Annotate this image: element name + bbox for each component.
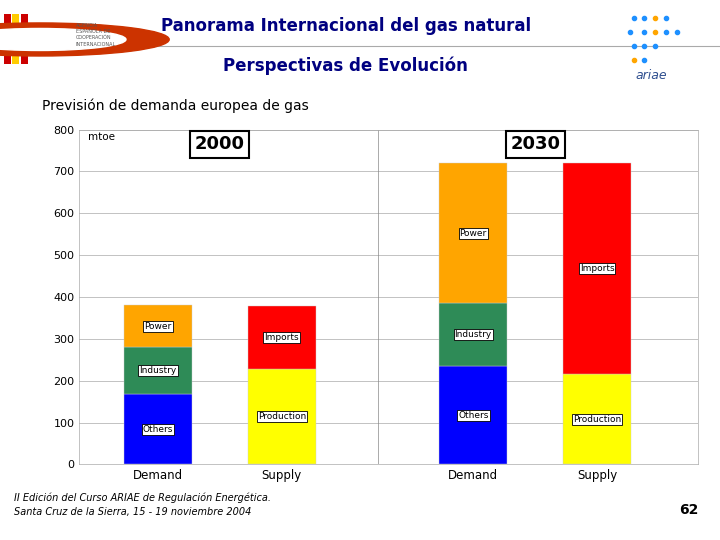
Text: Production: Production: [573, 415, 621, 424]
Text: Power: Power: [459, 228, 487, 238]
Text: Panorama Internacional del gas natural: Panorama Internacional del gas natural: [161, 17, 531, 35]
Bar: [125, 394, 192, 464]
Bar: [439, 163, 507, 303]
Bar: [439, 303, 507, 366]
Bar: [248, 306, 315, 369]
Circle shape: [0, 29, 126, 51]
Text: 62: 62: [679, 503, 698, 517]
Text: 2000: 2000: [195, 135, 245, 153]
Text: Perspectivas de Evolución: Perspectivas de Evolución: [223, 57, 468, 76]
Text: ariae: ariae: [636, 69, 667, 82]
Text: Previsión de demanda europea de gas: Previsión de demanda europea de gas: [42, 98, 309, 112]
Text: mtoe: mtoe: [89, 132, 115, 141]
Text: AGENCIA
ESPAÑOLA DE
COOPERACIÓN
INTERNACIONAL: AGENCIA ESPAÑOLA DE COOPERACIÓN INTERNAC…: [76, 23, 116, 46]
Circle shape: [0, 23, 169, 56]
Text: Imports: Imports: [580, 264, 614, 273]
Text: II Edición del Curso ARIAE de Regulación Energética.
Santa Cruz de la Sierra, 15: II Edición del Curso ARIAE de Regulación…: [14, 492, 271, 517]
Bar: [125, 306, 192, 347]
Text: Industry: Industry: [454, 330, 492, 339]
Bar: [4, 14, 11, 64]
Text: Others: Others: [458, 411, 488, 420]
Bar: [125, 347, 192, 394]
Text: Production: Production: [258, 412, 306, 421]
Text: Imports: Imports: [264, 333, 299, 342]
Text: 2030: 2030: [510, 135, 560, 153]
Text: Power: Power: [145, 322, 171, 331]
Bar: [12, 14, 19, 64]
Text: Others: Others: [143, 425, 174, 434]
Bar: [439, 366, 507, 464]
Bar: [563, 163, 631, 374]
Bar: [21, 14, 28, 64]
Bar: [563, 374, 631, 464]
Bar: [248, 369, 315, 464]
Text: Industry: Industry: [140, 366, 176, 375]
